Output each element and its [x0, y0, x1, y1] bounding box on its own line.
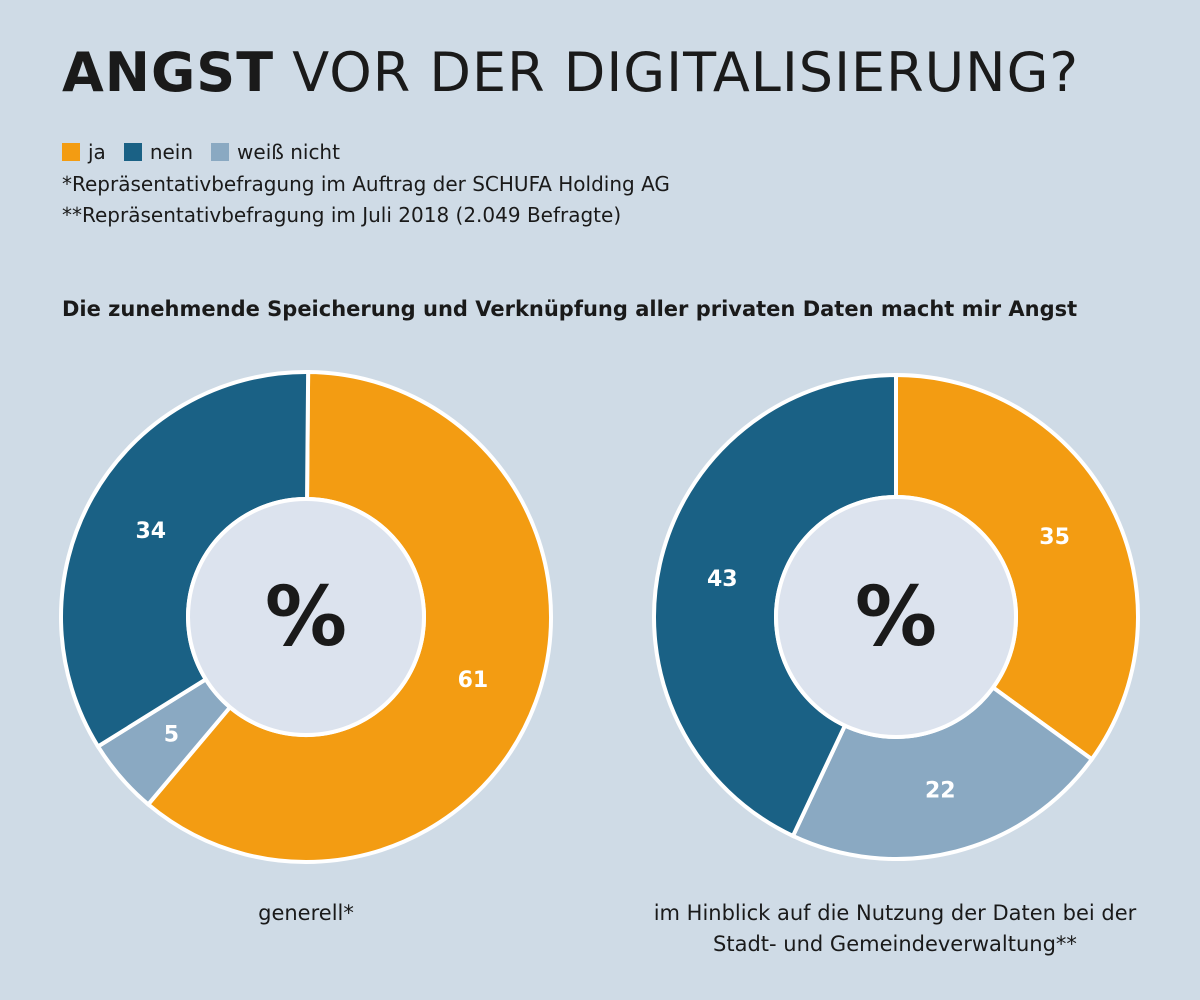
caption-generell: generell*: [258, 901, 354, 925]
chart1-center-label: %: [265, 570, 347, 665]
chart2-label-ja: 35: [1039, 525, 1070, 550]
footnote-1: *Repräsentativbefragung im Auftrag der S…: [62, 172, 670, 196]
footnote-2: **Repräsentativbefragung im Juli 2018 (2…: [62, 203, 622, 227]
legend-label-nein: nein: [149, 140, 194, 164]
chart2-label-weiss-nicht: 22: [925, 778, 956, 803]
page-title: ANGST VOR DER DIGITALISIERUNG?: [62, 38, 1079, 108]
chart1-label-ja: 61: [458, 668, 489, 693]
chart2-center: [774, 495, 1018, 739]
chart2-label-nein: 43: [707, 567, 738, 592]
legend-label-ja: ja: [88, 140, 106, 164]
legend-item-nein: nein: [123, 140, 194, 164]
legend-item-ja: ja: [62, 140, 106, 164]
legend-swatch-nein: [123, 143, 142, 161]
chart1-label-weiss-nicht: 5: [164, 723, 179, 748]
title-light: VOR DER DIGITALISIERUNG?: [292, 41, 1080, 104]
chart2-center-label: %: [855, 570, 937, 665]
chart1-label-nein: 34: [135, 519, 166, 544]
chart1-center: [186, 497, 426, 737]
legend: ja nein weiß nicht: [62, 140, 340, 164]
legend-label-weiss-nicht: weiß nicht: [237, 140, 340, 164]
title-bold: ANGST: [62, 41, 275, 104]
legend-swatch-ja: [62, 143, 80, 161]
chart-subtitle: Die zunehmende Speicherung und Verknüpfu…: [62, 297, 1078, 321]
caption-stadtverwaltung: im Hinblick auf die Nutzung der Daten be…: [653, 901, 1137, 956]
legend-swatch-weiss-nicht: [211, 143, 230, 161]
legend-item-weiss-nicht: weiß nicht: [211, 140, 340, 164]
